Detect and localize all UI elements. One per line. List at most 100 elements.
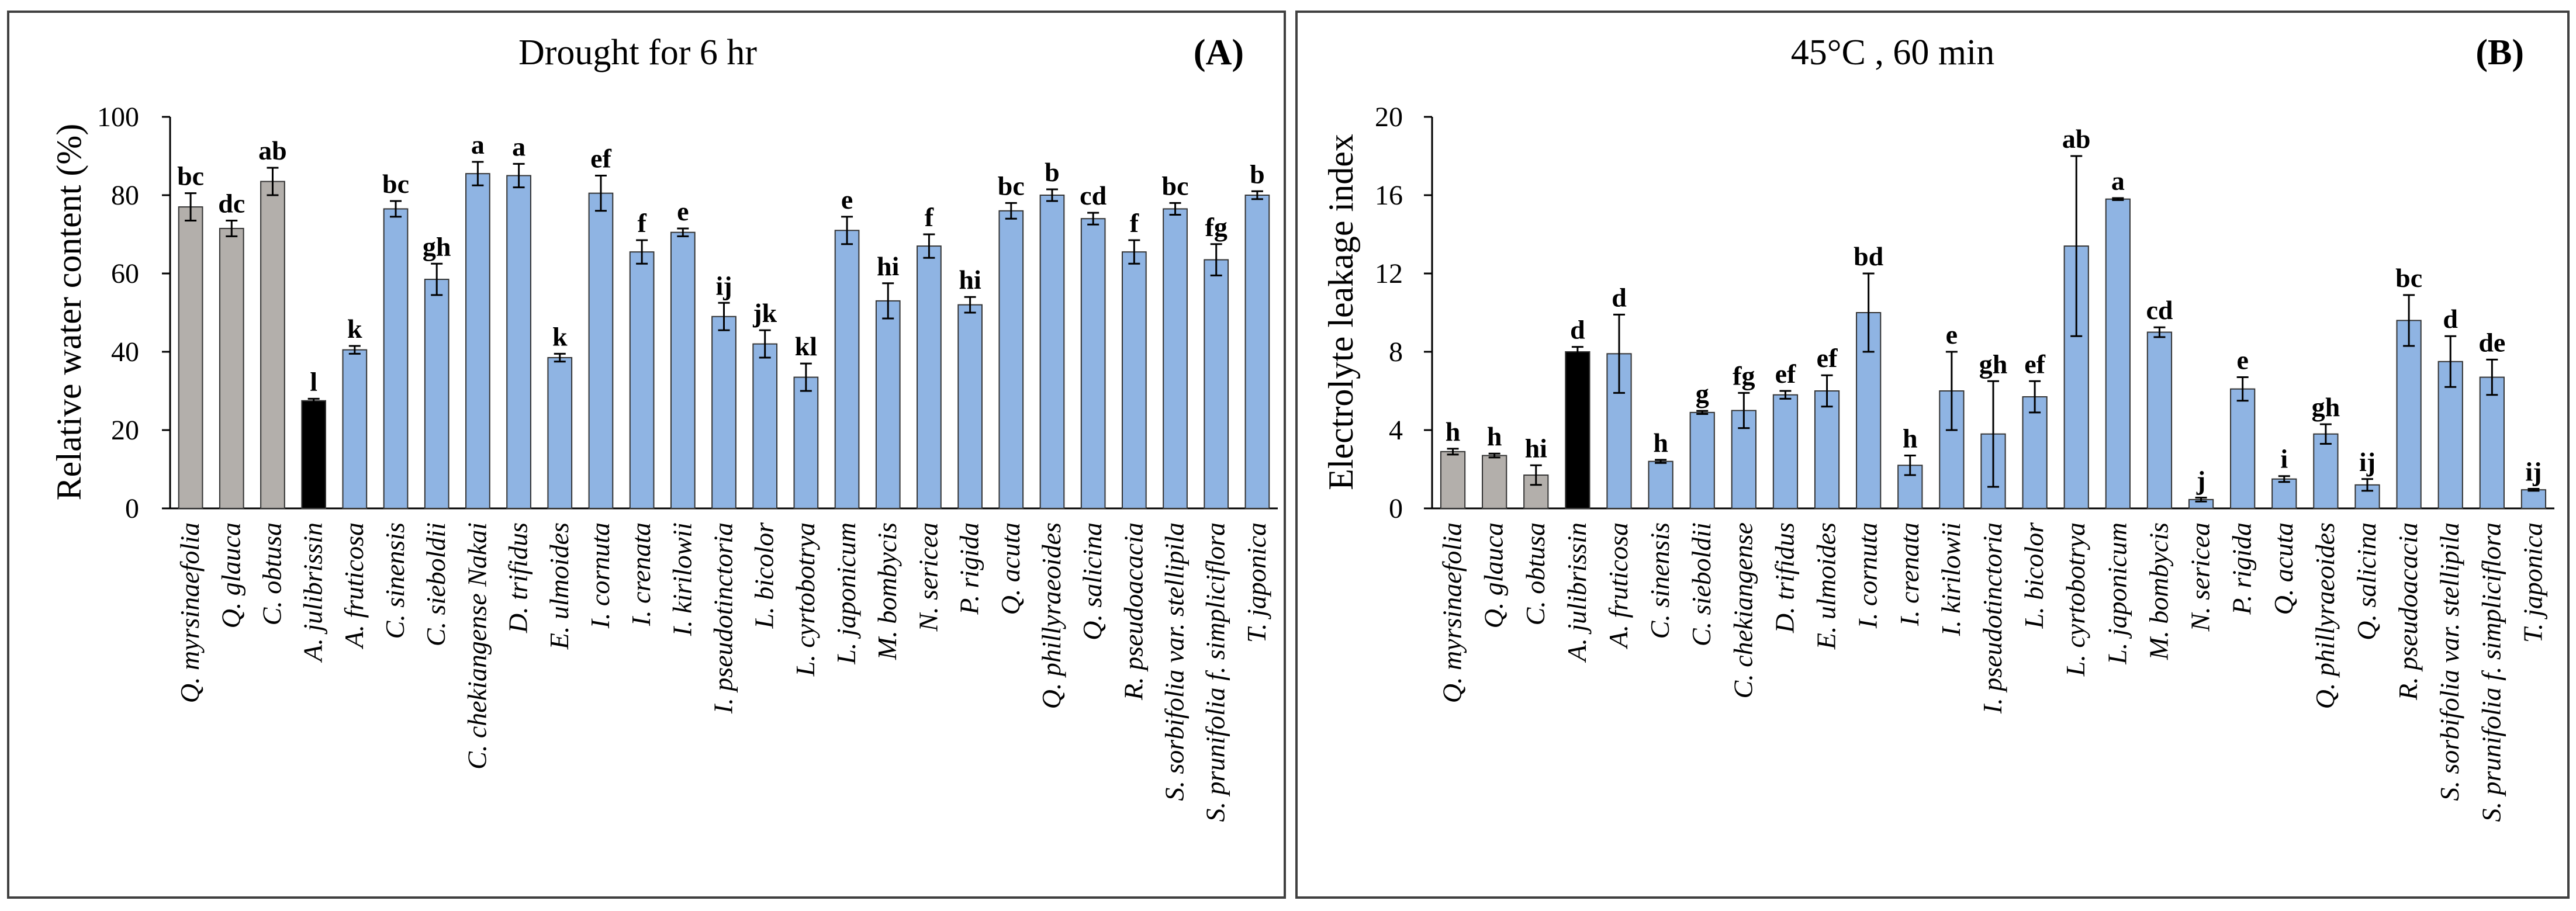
chart-b-category-label: I. cornuta	[1853, 522, 1883, 629]
chart-a-category-label: Q. acuta	[995, 522, 1025, 615]
chart-a-bar	[917, 245, 942, 509]
chart-a-bar	[260, 181, 285, 509]
chart-a-significance-label: f	[1130, 208, 1139, 238]
chart-b-category-label: C. sinensis	[1645, 522, 1675, 639]
chart-a-significance-label: e	[677, 196, 689, 226]
chart-a-bar	[588, 192, 614, 509]
chart-b-significance-label: e	[2236, 345, 2248, 375]
chart-a-significance-label: bc	[382, 169, 409, 199]
chart-b-bar	[2105, 198, 2131, 509]
chart-b-significance-label: d	[2443, 304, 2458, 334]
chart-b-significance-label: a	[2111, 166, 2125, 196]
chart-a-bar	[547, 357, 573, 509]
chart-a-bar	[834, 230, 860, 509]
chart-b-y-tick-label: 8	[1389, 337, 1403, 368]
chart-b-significance-label: bd	[1854, 241, 1884, 271]
chart-b-category-label: C. sieboldii	[1686, 522, 1716, 646]
chart-a-bar	[629, 251, 655, 509]
chart-a-category-label: T. japonica	[1242, 522, 1271, 643]
chart-a-bar	[506, 175, 531, 509]
chart-a-bar	[1121, 251, 1147, 509]
chart-b-svg: 45°C , 60 min (B) Electrolyte leakage in…	[1322, 33, 2554, 822]
chart-a-y-tick-label: 80	[111, 180, 139, 211]
chart-b-category-label: N. sericea	[2186, 522, 2215, 632]
chart-b-significance-label: h	[1446, 417, 1461, 446]
chart-b-category-label: T. japonica	[2518, 522, 2547, 643]
chart-a-significance-label: ef	[590, 144, 611, 174]
chart-b-bar	[2230, 388, 2256, 510]
chart-b-category-label: P. rigida	[2227, 522, 2257, 615]
chart-a-category-label: Q. myrsinaefolia	[175, 522, 205, 703]
chart-b-significance-label: hi	[1525, 433, 1548, 463]
chart-a-significance-label: hi	[959, 265, 981, 295]
chart-b-bar	[2520, 489, 2547, 509]
chart-b-bar	[1440, 451, 1466, 509]
chart-b-category-label: Q. phillyraeoides	[2310, 522, 2340, 709]
chart-a-y-tick-label: 0	[125, 493, 139, 524]
chart-a-significance-label: bc	[998, 171, 1025, 200]
chart-a-category-label: R. pseudoacacia	[1118, 522, 1148, 701]
chart-a-category-label: P. rigida	[955, 522, 984, 615]
chart-b-significance-label: h	[1903, 424, 1918, 453]
chart-a-category-label: I. cornuta	[585, 522, 615, 629]
chart-b-category-label: Q. glauca	[1479, 522, 1509, 628]
chart-b-category-label: S. sorbifolia var. stellipila	[2435, 522, 2464, 801]
chart-b-significance-label: d	[1570, 315, 1585, 345]
chart-b-significance-label: ef	[1817, 343, 1838, 373]
chart-b-bar	[1689, 411, 1715, 509]
chart-b-significance-label: h	[1653, 428, 1668, 458]
chart-a-category-label: C. chekiangense Nakai	[462, 522, 492, 770]
chart-a-significance-label: cd	[1080, 181, 1107, 210]
chart-a-category-label: L. cyrtobotrya	[790, 522, 820, 677]
chart-b-bar	[1772, 394, 1799, 510]
chart-a-title: Drought for 6 hr	[518, 33, 757, 72]
chart-a-category-label: L. japonicum	[831, 522, 861, 665]
chart-a-significance-label: k	[552, 321, 568, 351]
chart-b-category-label: A. fruticosa	[1603, 522, 1633, 650]
chart-b-category-label: C. chekiangense	[1728, 522, 1758, 698]
chart-a-svg: Drought for 6 hr (A) Relative water cont…	[50, 33, 1278, 822]
chart-b-significance-label: g	[1696, 379, 1709, 408]
chart-a-category-label: C. sinensis	[380, 522, 410, 639]
chart-a-bar	[670, 231, 696, 509]
chart-a-plot: 0 20 40 60 80 100 bc Q. myrsinaefolia dc Q. glauc…	[97, 102, 1278, 822]
chart-a-significance-label: f	[925, 202, 934, 232]
chart-a-significance-label: fg	[1205, 212, 1228, 242]
chart-a-significance-label: gh	[423, 231, 451, 261]
chart-a-y-tick-label: 60	[111, 258, 139, 289]
chart-b-significance-label: bc	[2395, 263, 2422, 293]
chart-b-title: 45°C , 60 min	[1791, 33, 1995, 72]
chart-b-significance-label: i	[2280, 444, 2288, 474]
chart-a-bar	[424, 279, 449, 509]
chart-a-bar	[383, 208, 409, 509]
chart-a-category-label: I. kirilowii	[667, 522, 697, 636]
chart-a-significance-label: bc	[177, 161, 204, 191]
chart-b-category-label: Q. acuta	[2269, 522, 2298, 615]
chart-b-category-label: Q. myrsinaefolia	[1437, 522, 1467, 703]
chart-a-significance-label: a	[471, 130, 485, 160]
chart-b-significance-label: fg	[1733, 361, 1755, 390]
chart-b-significance-label: ab	[2062, 124, 2091, 154]
chart-a-panel-label: (A)	[1194, 33, 1244, 72]
chart-b-significance-label: gh	[1979, 349, 2008, 379]
chart-b-category-label: C. obtusa	[1520, 522, 1550, 625]
chart-a-significance-label: b	[1250, 159, 1265, 189]
chart-b-significance-label: de	[2478, 327, 2505, 357]
chart-a-category-label: A. julibrissin	[298, 522, 328, 663]
chart-a-category-label: N. sericea	[913, 522, 943, 632]
chart-b-significance-label: ef	[1775, 359, 1796, 389]
chart-b-category-label: L. japonicum	[2102, 522, 2132, 665]
chart-a-bar	[875, 300, 901, 509]
chart-b-category-label: I. crenata	[1894, 522, 1924, 626]
chart-b-y-tick-label: 0	[1389, 493, 1403, 524]
chart-a-bar	[711, 316, 737, 509]
chart-a-significance-label: ab	[258, 136, 287, 165]
chart-a-bar	[178, 206, 203, 510]
chart-b-y-tick-label: 12	[1375, 258, 1403, 289]
chart-a-bar	[1244, 195, 1270, 509]
chart-b-bar	[1482, 455, 1507, 509]
chart-b-significance-label: ef	[2024, 349, 2045, 379]
chart-a-bar	[957, 304, 983, 509]
chart-a-bar	[998, 210, 1024, 509]
chart-a-category-label: S. prunifolia f. simpliciflora	[1201, 522, 1230, 822]
